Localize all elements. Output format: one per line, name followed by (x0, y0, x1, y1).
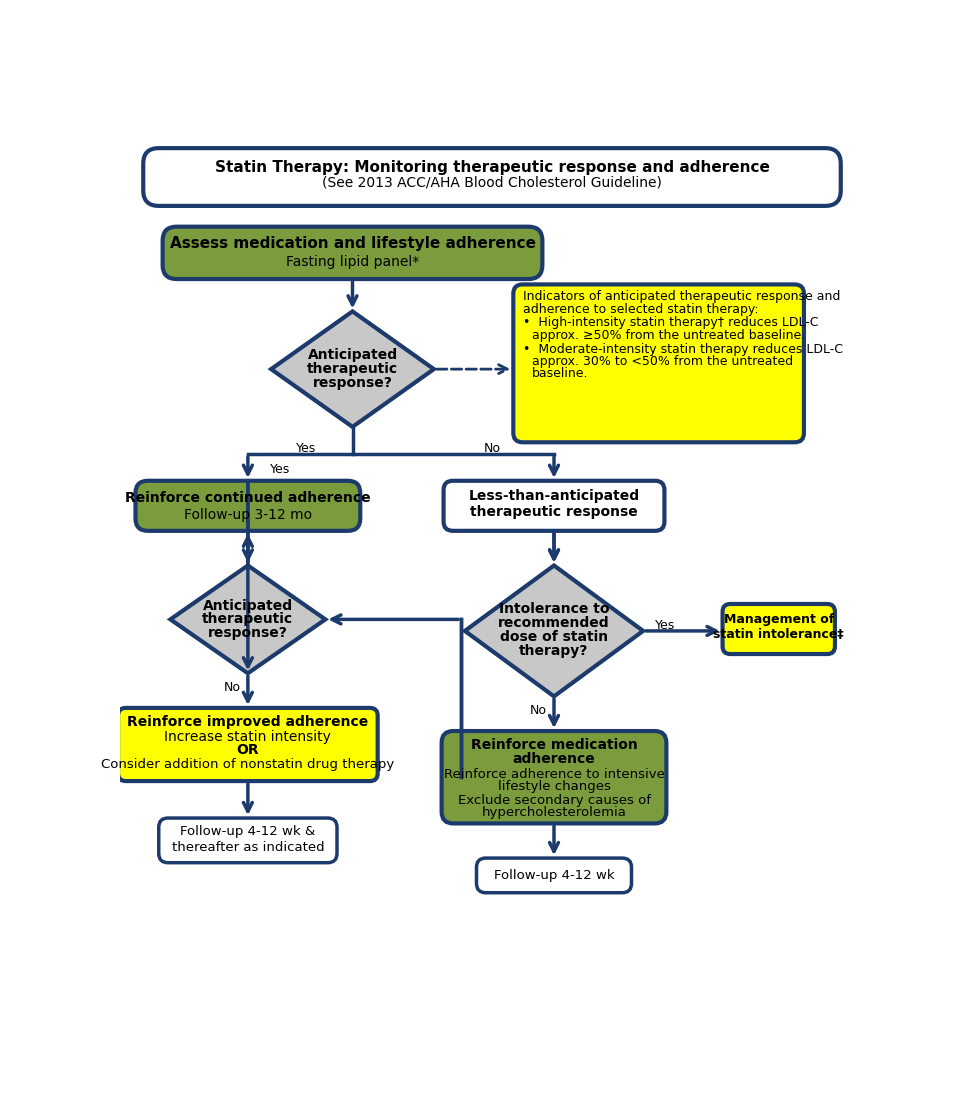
FancyBboxPatch shape (476, 858, 632, 893)
Text: response?: response? (313, 376, 393, 391)
Text: Increase statin intensity: Increase statin intensity (164, 731, 331, 744)
Text: thereafter as indicated: thereafter as indicated (172, 840, 324, 854)
Text: dose of statin: dose of statin (500, 630, 608, 645)
FancyBboxPatch shape (514, 284, 804, 442)
Text: therapy?: therapy? (519, 643, 588, 658)
Text: Reinforce adherence to intensive: Reinforce adherence to intensive (444, 768, 664, 781)
Text: Follow-up 4-12 wk &: Follow-up 4-12 wk & (180, 826, 316, 838)
Polygon shape (465, 565, 643, 696)
Text: Reinforce medication: Reinforce medication (470, 737, 637, 752)
Text: response?: response? (208, 627, 288, 640)
Text: Assess medication and lifestyle adherence: Assess medication and lifestyle adherenc… (170, 236, 536, 251)
Text: therapeutic: therapeutic (203, 612, 294, 627)
Text: No: No (484, 442, 500, 455)
Text: Reinforce continued adherence: Reinforce continued adherence (125, 491, 371, 505)
Polygon shape (271, 311, 434, 426)
Text: Yes: Yes (655, 620, 675, 632)
FancyBboxPatch shape (158, 818, 337, 863)
Text: No: No (530, 704, 547, 717)
Text: Follow-up 3-12 mo: Follow-up 3-12 mo (183, 508, 312, 521)
Text: recommended: recommended (498, 617, 610, 630)
FancyBboxPatch shape (162, 227, 542, 279)
Text: statin intolerance‡: statin intolerance‡ (713, 628, 844, 641)
Text: Follow-up 4-12 wk: Follow-up 4-12 wk (493, 868, 614, 882)
Text: Yes: Yes (270, 463, 290, 476)
Text: •  High-intensity statin therapy† reduces LDL-C: • High-intensity statin therapy† reduces… (522, 317, 818, 329)
Text: (See 2013 ACC/AHA Blood Cholesterol Guideline): (See 2013 ACC/AHA Blood Cholesterol Guid… (322, 175, 662, 189)
Text: Reinforce improved adherence: Reinforce improved adherence (128, 715, 369, 728)
Text: Consider addition of nonstatin drug therapy: Consider addition of nonstatin drug ther… (101, 759, 395, 771)
Text: adherence: adherence (513, 752, 595, 765)
Text: Statin Therapy: Monitoring therapeutic response and adherence: Statin Therapy: Monitoring therapeutic r… (215, 160, 769, 175)
FancyBboxPatch shape (118, 708, 377, 781)
Text: approx. 30% to <50% from the untreated: approx. 30% to <50% from the untreated (532, 355, 793, 368)
Text: therapeutic: therapeutic (307, 363, 398, 376)
Text: Yes: Yes (296, 442, 316, 455)
Polygon shape (170, 565, 325, 674)
FancyBboxPatch shape (135, 481, 360, 530)
Text: lifestyle changes: lifestyle changes (497, 780, 611, 793)
Text: Anticipated: Anticipated (307, 348, 397, 363)
FancyBboxPatch shape (442, 731, 666, 824)
Text: •  Moderate-intensity statin therapy reduces LDL-C: • Moderate-intensity statin therapy redu… (522, 342, 843, 356)
Text: Exclude secondary causes of: Exclude secondary causes of (458, 793, 651, 807)
FancyBboxPatch shape (143, 148, 841, 206)
Text: approx. ≥50% from the untreated baseline.: approx. ≥50% from the untreated baseline… (532, 329, 805, 341)
FancyBboxPatch shape (444, 481, 664, 530)
Text: No: No (224, 681, 241, 694)
Text: Management of: Management of (724, 613, 834, 626)
Text: hypercholesterolemia: hypercholesterolemia (482, 806, 627, 819)
Text: Indicators of anticipated therapeutic response and: Indicators of anticipated therapeutic re… (522, 290, 840, 303)
Text: adherence to selected statin therapy:: adherence to selected statin therapy: (522, 302, 758, 316)
Text: baseline.: baseline. (532, 367, 588, 380)
Text: Less-than-anticipated: Less-than-anticipated (468, 489, 639, 504)
Text: Intolerance to: Intolerance to (499, 602, 610, 617)
Text: Anticipated: Anticipated (203, 599, 293, 612)
FancyBboxPatch shape (723, 604, 835, 653)
Text: therapeutic response: therapeutic response (470, 506, 637, 519)
Text: Fasting lipid panel*: Fasting lipid panel* (286, 255, 420, 269)
Text: OR: OR (236, 743, 259, 758)
